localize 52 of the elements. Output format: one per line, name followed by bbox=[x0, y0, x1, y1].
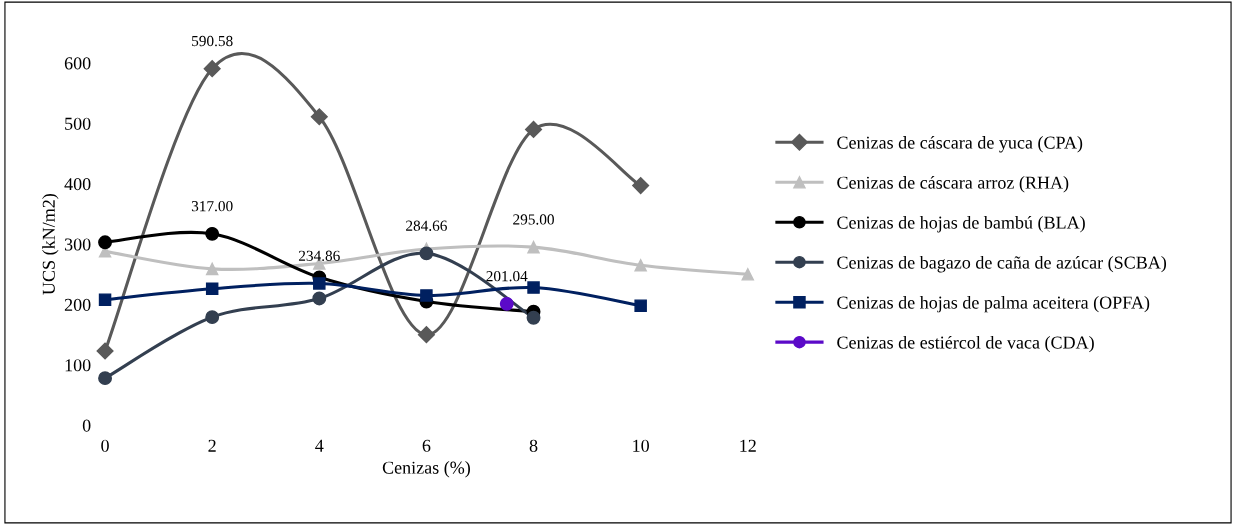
x-tick-label: 2 bbox=[208, 439, 216, 452]
data-label: 295.00 bbox=[513, 214, 554, 225]
legend-label: Cenizas de cáscara de yuca (CPA) bbox=[837, 136, 1083, 153]
point bbox=[310, 108, 328, 126]
point bbox=[96, 342, 114, 360]
legend-label: Cenizas de bagazo de caña de azúcar (SCBA) bbox=[837, 255, 1167, 273]
legend-label: Cenizas de hojas de bambú (BLA) bbox=[837, 215, 1085, 233]
x-tick-label: 10 bbox=[633, 439, 649, 452]
y-tick-label: 300 bbox=[64, 238, 91, 251]
x-tick-label: 0 bbox=[101, 439, 109, 452]
point bbox=[98, 235, 113, 250]
point bbox=[632, 177, 650, 195]
legend-label: Cenizas de hojas de palma aceitera (OPFA) bbox=[837, 295, 1150, 313]
point bbox=[312, 291, 327, 306]
point bbox=[499, 296, 514, 311]
data-label: 201.04 bbox=[486, 271, 528, 282]
x-tick-label: 4 bbox=[315, 439, 324, 452]
point bbox=[98, 293, 112, 306]
y-tick-label: 500 bbox=[65, 117, 91, 130]
point bbox=[524, 120, 543, 138]
y-tick-label: 600 bbox=[64, 57, 91, 70]
point bbox=[741, 268, 755, 281]
point bbox=[527, 281, 540, 294]
point bbox=[634, 299, 647, 312]
point bbox=[205, 282, 219, 296]
point bbox=[98, 371, 113, 386]
point bbox=[313, 277, 326, 290]
legend-label: Cenizas de estiércol de vaca (CDA) bbox=[837, 335, 1094, 353]
point bbox=[634, 259, 647, 272]
y-tick-label: 400 bbox=[64, 178, 91, 191]
data-label: 590.58 bbox=[192, 35, 233, 47]
x-tick-label: 8 bbox=[529, 439, 538, 452]
point bbox=[419, 246, 434, 261]
data-label: 234.86 bbox=[298, 250, 340, 261]
y-tick-label: 0 bbox=[82, 419, 91, 432]
point bbox=[205, 226, 220, 241]
point bbox=[527, 240, 540, 254]
y-tick-label: 200 bbox=[64, 298, 91, 311]
data-label: 284.66 bbox=[406, 220, 447, 231]
point bbox=[203, 60, 221, 78]
data-label: 317.00 bbox=[191, 201, 233, 212]
x-tick-label: 12 bbox=[740, 439, 756, 452]
point bbox=[526, 310, 541, 325]
point bbox=[205, 262, 219, 276]
point bbox=[205, 310, 220, 325]
x-tick-label: 6 bbox=[422, 439, 431, 452]
legend-label: Cenizas de cáscara arroz (RHA) bbox=[837, 176, 1069, 193]
point bbox=[417, 326, 435, 344]
y-axis-title: UCS (kN/m2) bbox=[42, 194, 59, 295]
point bbox=[420, 289, 433, 302]
y-tick-label: 100 bbox=[65, 359, 91, 372]
x-axis-title: Cenizas (%) bbox=[382, 461, 470, 478]
